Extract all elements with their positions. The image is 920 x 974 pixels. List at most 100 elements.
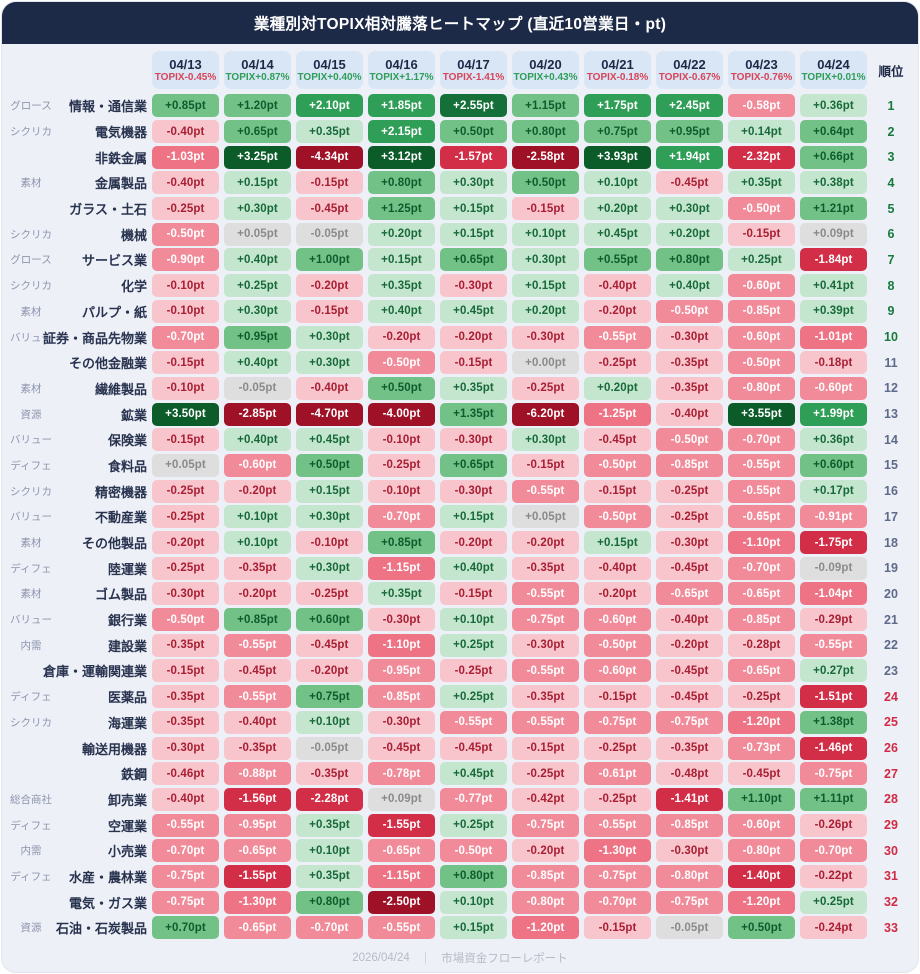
heatmap-cell: -0.30pt: [440, 479, 507, 503]
heatmap-cell: -0.65pt: [368, 839, 435, 863]
heatmap-cell: -0.25pt: [440, 659, 507, 683]
heatmap-cell: +0.85pt: [152, 94, 219, 118]
heatmap-cell: -0.50pt: [440, 839, 507, 863]
heatmap-cell: -0.85pt: [656, 813, 723, 837]
heatmap-cell: -0.75pt: [656, 710, 723, 734]
heatmap-cell: -0.25pt: [368, 453, 435, 477]
category-label: ディフェ: [10, 870, 52, 883]
heatmap-cell: +0.10pt: [296, 710, 363, 734]
heatmap-cell: -0.70pt: [296, 916, 363, 940]
page-title: 業種別対TOPIX相対騰落ヒートマップ (直近10営業日・pt): [253, 16, 667, 33]
heatmap-cell: -0.55pt: [728, 453, 795, 477]
heatmap-cell: -0.55pt: [512, 479, 579, 503]
heatmap-cell: -0.73pt: [728, 736, 795, 760]
sector-label-wrap: パルプ・紙: [59, 302, 147, 321]
heatmap-cell: +0.40pt: [224, 428, 291, 452]
heatmap-cell: +0.10pt: [224, 505, 291, 529]
heatmap-cell: +0.35pt: [296, 864, 363, 888]
heatmap-cell: -2.58pt: [512, 145, 579, 169]
heatmap-cell: +0.15pt: [296, 479, 363, 503]
category-label: グロース: [10, 254, 52, 267]
heatmap-cell: -0.95pt: [368, 659, 435, 683]
category-label: ディフェ: [10, 562, 52, 575]
sector-row: 倉庫・運輸関連業 -0.15pt -0.45pt -0.20pt -0.95pt -0.2…: [2, 658, 918, 684]
sector-row: 資源 鉱業 +3.50pt -2.85pt -4.70pt -4.00pt +1.35pt -…: [2, 401, 918, 427]
sector-row: 素材 繊維製品 -0.10pt -0.05pt -0.40pt +0.50pt +0.35p…: [2, 376, 918, 402]
sector-label-wrap: 銀行業: [59, 610, 147, 629]
heatmap-cell: -0.50pt: [584, 505, 651, 529]
heatmap-cell: -1.56pt: [224, 787, 291, 811]
heatmap-cell: -1.46pt: [800, 736, 867, 760]
heatmap-cell: -0.10pt: [368, 428, 435, 452]
heatmap-cell: +0.15pt: [440, 505, 507, 529]
heatmap-cell: +0.15pt: [440, 916, 507, 940]
category-label: 素材: [20, 305, 42, 318]
sector-row: 素材 金属製品 -0.40pt +0.15pt -0.15pt +0.80pt +0.30p…: [2, 170, 918, 196]
footer-separator: ｜: [419, 953, 432, 965]
heatmap-cell: -0.46pt: [152, 762, 219, 786]
heatmap-cell: -0.70pt: [800, 839, 867, 863]
rank-value: 1: [887, 98, 895, 113]
heatmap-cell: -0.10pt: [152, 299, 219, 323]
heatmap-cell: -0.70pt: [584, 890, 651, 914]
heatmap-cell: +0.80pt: [656, 248, 723, 272]
heatmap-cell: -0.70pt: [152, 839, 219, 863]
heatmap-cell: -0.45pt: [224, 659, 291, 683]
category-label: シクリカ: [10, 485, 52, 498]
heatmap-cell: -0.60pt: [584, 659, 651, 683]
date-column-header: 04/20 TOPIX+0.43%: [512, 51, 579, 89]
title-bar: 業種別対TOPIX相対騰落ヒートマップ (直近10営業日・pt): [2, 2, 918, 44]
sector-row: シクリカ 海運業 -0.35pt -0.40pt +0.10pt -0.30pt -0.55…: [2, 710, 918, 736]
heatmap-cell: -0.35pt: [656, 376, 723, 400]
heatmap-cell: +1.35pt: [440, 402, 507, 426]
heatmap-cell: -0.35pt: [152, 685, 219, 709]
heatmap-cell: -0.35pt: [512, 556, 579, 580]
sector-row: 素材 ゴム製品 -0.30pt -0.20pt -0.25pt +0.35pt -0.15p…: [2, 581, 918, 607]
sector-label-wrap: 空運業: [59, 816, 147, 835]
date-column-header: 04/16 TOPIX+1.17%: [368, 51, 435, 89]
heatmap-cell: +0.30pt: [224, 197, 291, 221]
heatmap-cell: +1.94pt: [656, 145, 723, 169]
heatmap-cell: +0.45pt: [440, 762, 507, 786]
heatmap-cell: +0.45pt: [440, 299, 507, 323]
heatmap-cell: +0.10pt: [440, 890, 507, 914]
footer-date: 2026/04/24: [352, 952, 410, 964]
sector-label: 繊維製品: [94, 381, 147, 397]
heatmap-cell: +0.20pt: [368, 222, 435, 246]
sector-label-wrap: 不動産業: [59, 507, 147, 526]
heatmap-cell: +3.50pt: [152, 402, 219, 426]
heatmap-cell: -0.40pt: [656, 608, 723, 632]
heatmap-cell: -0.60pt: [800, 376, 867, 400]
heatmap-cell: -0.05pt: [656, 916, 723, 940]
heatmap-cell: -0.20pt: [584, 299, 651, 323]
heatmap-cell: -0.15pt: [512, 736, 579, 760]
heatmap-cell: -0.50pt: [584, 633, 651, 657]
heatmap-cell: -0.15pt: [440, 582, 507, 606]
rank-value: 22: [884, 638, 898, 653]
sector-row: バリュー 保険業 -0.15pt +0.40pt +0.45pt -0.10pt -0.30…: [2, 427, 918, 453]
heatmap-cell: -0.61pt: [584, 762, 651, 786]
heatmap-cell: +0.25pt: [440, 813, 507, 837]
heatmap-cell: -0.15pt: [296, 299, 363, 323]
heatmap-cell: +0.30pt: [440, 171, 507, 195]
heatmap-cell: +3.93pt: [584, 145, 651, 169]
heatmap-cell: +0.27pt: [800, 659, 867, 683]
sector-label-wrap: 水産・農林業: [59, 867, 147, 886]
heatmap-cell: +0.10pt: [512, 222, 579, 246]
sector-label-wrap: 金属製品: [59, 173, 147, 192]
heatmap-cell: -0.50pt: [584, 453, 651, 477]
heatmap-cell: +0.05pt: [152, 453, 219, 477]
topix-change-label: TOPIX+0.40%: [297, 71, 362, 83]
heatmap-cell: +0.09pt: [368, 787, 435, 811]
heatmap-cell: +0.35pt: [368, 582, 435, 606]
heatmap-cell: +0.30pt: [296, 325, 363, 349]
heatmap-cell: +0.15pt: [512, 274, 579, 298]
heatmap-cell: -0.40pt: [152, 171, 219, 195]
heatmap-cell: -0.45pt: [296, 197, 363, 221]
heatmap-cell: +0.45pt: [584, 222, 651, 246]
sector-label: その他金融業: [68, 356, 147, 372]
sector-label: 機械: [120, 227, 147, 243]
heatmap-cell: -0.15pt: [728, 222, 795, 246]
heatmap-cell: +0.40pt: [656, 274, 723, 298]
heatmap-cell: +0.09pt: [800, 222, 867, 246]
